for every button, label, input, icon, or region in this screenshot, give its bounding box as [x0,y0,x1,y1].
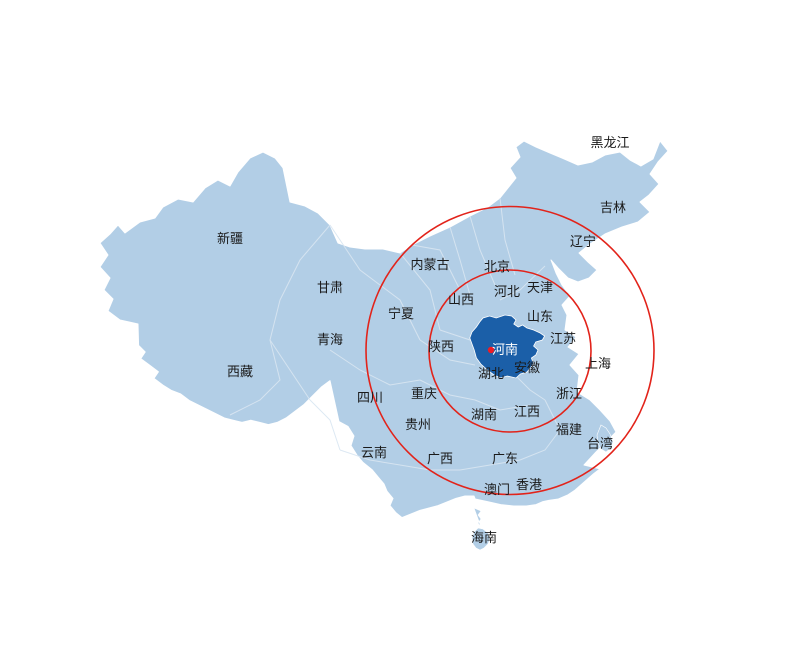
svg-text:海南: 海南 [471,527,497,546]
svg-text:贵州: 贵州 [405,414,431,433]
svg-text:新疆: 新疆 [217,228,243,247]
svg-text:上海: 上海 [585,353,611,372]
svg-text:内蒙古: 内蒙古 [410,254,449,273]
svg-text:甘肃: 甘肃 [317,277,343,296]
svg-text:重庆: 重庆 [411,383,437,402]
svg-text:辽宁: 辽宁 [570,231,596,250]
svg-text:香港: 香港 [516,474,542,493]
svg-text:云南: 云南 [361,442,387,461]
svg-text:山西: 山西 [448,289,474,308]
svg-text:福建: 福建 [556,419,582,438]
svg-text:广东: 广东 [492,448,518,467]
svg-text:吉林: 吉林 [600,197,626,216]
svg-text:湖南: 湖南 [471,404,497,423]
svg-text:青海: 青海 [317,329,343,348]
svg-text:江西: 江西 [514,401,540,420]
svg-text:安徽: 安徽 [514,357,540,376]
svg-text:宁夏: 宁夏 [388,303,414,322]
svg-text:西藏: 西藏 [227,361,253,380]
svg-text:浙江: 浙江 [556,383,582,402]
svg-text:四川: 四川 [357,387,383,406]
svg-text:河南: 河南 [492,339,518,358]
svg-text:江苏: 江苏 [550,328,576,347]
svg-text:澳门: 澳门 [484,479,510,498]
svg-text:黑龙江: 黑龙江 [590,132,629,151]
svg-text:河北: 河北 [494,281,520,300]
svg-text:山东: 山东 [527,306,553,325]
svg-text:天津: 天津 [527,277,553,296]
svg-text:湖北: 湖北 [478,363,504,382]
svg-text:北京: 北京 [484,256,510,275]
svg-text:陕西: 陕西 [428,336,454,355]
svg-text:台湾: 台湾 [587,433,613,452]
svg-text:广西: 广西 [427,448,453,467]
